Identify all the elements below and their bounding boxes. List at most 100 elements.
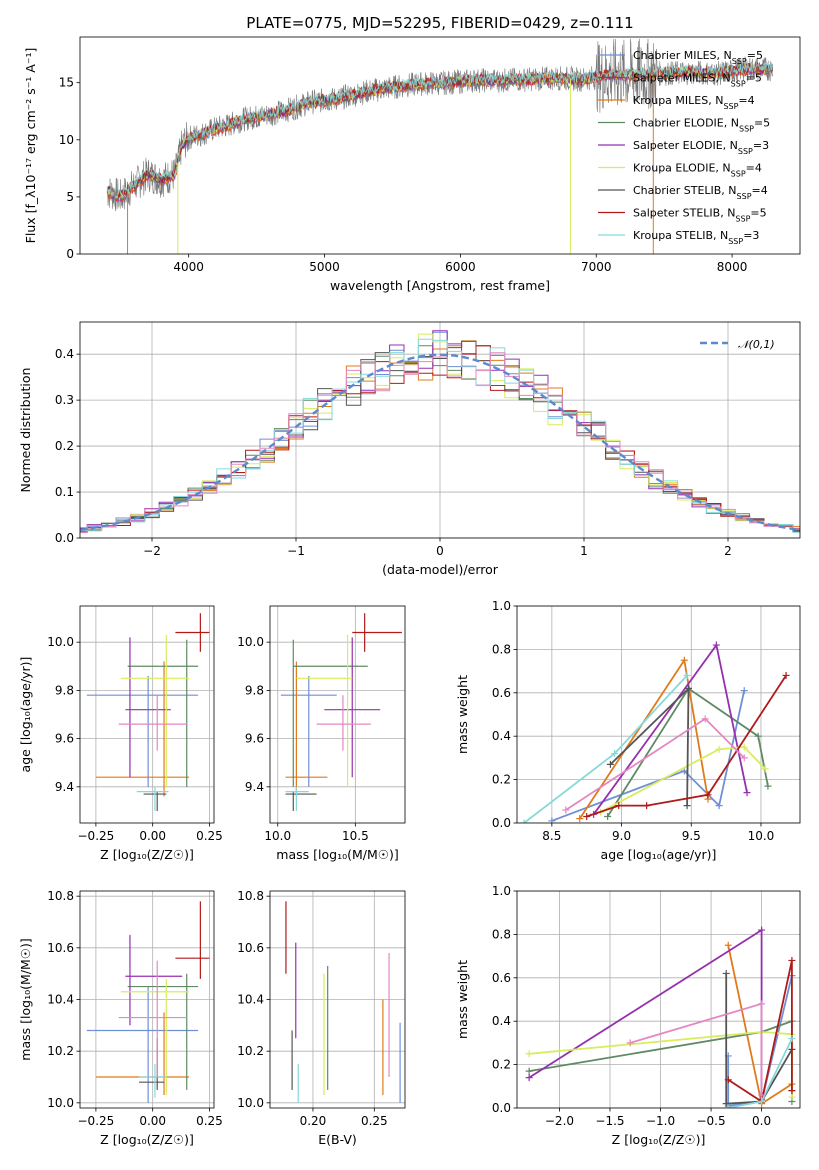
error-bar-point (118, 960, 187, 1077)
y-tick-label: 0.3 (55, 393, 74, 407)
axes-frame (269, 890, 406, 1109)
panel-age_vs_Z: −0.25 0.00 0.25 9.4 9.6 9.8 10.0 Z [log₁₀(Z/Z☉)… (18, 605, 223, 862)
error-bar-point (118, 695, 187, 751)
y-tick-label: 9.8 (245, 683, 264, 697)
error-bar-point (285, 786, 309, 811)
x-tick-label: 7000 (581, 260, 612, 274)
x-tick-label: 4000 (173, 260, 204, 274)
x-tick-label: −2 (143, 544, 161, 558)
x-tick-label: 0 (436, 544, 444, 558)
normal-distribution-curve (80, 353, 800, 532)
y-tick-label: 0.2 (55, 439, 74, 453)
x-tick-label: −0.5 (696, 1114, 725, 1128)
y-axis-label: mass weight (455, 960, 470, 1039)
weight-marker (548, 817, 556, 823)
y-tick-label: 0.8 (492, 642, 511, 656)
x-tick-label: −0.25 (78, 1114, 115, 1128)
weight-marker (722, 969, 730, 977)
x-tick-label: 8000 (717, 260, 748, 274)
weight-marker (788, 1035, 796, 1043)
axes-frame (79, 605, 215, 824)
weight-marker (788, 1093, 796, 1101)
weight-marker (740, 687, 748, 695)
x-tick-label: 0.20 (300, 1114, 327, 1128)
y-tick-label: 10.8 (47, 889, 74, 903)
y-tick-label: 0.4 (492, 1014, 511, 1028)
weight-marker (788, 956, 796, 964)
weight-marker (606, 760, 614, 768)
weight-marker (643, 802, 651, 810)
panel-weight_vs_age: 8.5 9.0 9.5 10.0 0.0 0.2 0.4 0.6 0.8 1.0 age [log₁… (455, 599, 801, 862)
y-axis-label: mass [log₁₀(M/M☉)] (18, 938, 33, 1060)
panel-residuals: −2 −1 0 1 2 0.0 0.1 0.2 0.3 0.4 (data-model)/error… (18, 321, 801, 577)
error-bar-point (127, 639, 199, 787)
y-tick-label: 9.8 (55, 683, 74, 697)
error-bar-point (86, 675, 199, 787)
error-bar-point (120, 978, 190, 1096)
x-tick-label: 0.25 (196, 1114, 223, 1128)
x-tick-label: −1.5 (595, 1114, 624, 1128)
weight-marker (562, 806, 570, 814)
legend-label: Kroupa MILES, NSSP=4 (633, 94, 755, 111)
weight-marker (758, 1000, 766, 1008)
legend-label: Chabrier MILES, NSSP=5 (633, 49, 763, 66)
x-tick-label: −1.0 (646, 1114, 675, 1128)
axes-frame (269, 605, 406, 824)
y-tick-label: 10.2 (237, 1044, 264, 1058)
weight-marker (754, 732, 762, 740)
x-axis-label: wavelength [Angstrom, rest frame] (330, 278, 550, 293)
plot-area-weight_vs_Z (517, 891, 800, 1108)
weight-marker (520, 819, 528, 823)
y-tick-label: 10.0 (47, 1096, 74, 1110)
y-tick-label: 10.6 (47, 941, 74, 955)
y-tick-label: 15 (59, 76, 74, 90)
y-tick-label: 0.6 (492, 971, 511, 985)
panel-age_vs_mass: 10.0 10.5 9.4 9.6 9.8 10.0 mass [log₁₀(M/M☉)] (237, 605, 406, 862)
weight-marker (758, 1091, 766, 1099)
y-tick-label: 9.4 (55, 780, 74, 794)
spectrum-legend: Chabrier MILES, NSSP=5 Salpeter MILES, NS… (598, 49, 770, 246)
panel-weight_vs_Z: −2.0 −1.5 −1.0 −0.5 0.0 0.0 0.2 0.4 0.6 0.8 1.0 Z [… (455, 884, 801, 1147)
weight-marker (740, 743, 748, 751)
y-tick-label: 10.0 (237, 1096, 264, 1110)
error-bar-point (285, 661, 328, 797)
error-bar-point (280, 675, 337, 787)
weight-series-line (629, 1002, 763, 1095)
weight-marker (525, 1067, 533, 1075)
x-tick-label: 5000 (309, 260, 340, 274)
y-axis-label: mass weight (455, 675, 470, 754)
y-tick-label: 10.0 (47, 635, 74, 649)
weight-marker (764, 782, 772, 790)
residual-histogram (80, 333, 800, 531)
error-bar-point (95, 661, 190, 797)
x-tick-label: 10.5 (342, 829, 369, 843)
error-bar-point (352, 613, 402, 652)
y-tick-label: 0.2 (492, 773, 511, 787)
axes-frame (79, 321, 801, 539)
weight-marker (701, 715, 709, 723)
x-axis-label: Z [log₁₀(Z/Z☉)] (100, 1132, 194, 1147)
plot-area-spectrum (106, 38, 773, 254)
axes-frame (516, 890, 801, 1109)
error-bar-point (292, 639, 368, 787)
error-bar-point (316, 695, 371, 751)
x-tick-label: −2.0 (545, 1114, 574, 1128)
weight-marker (722, 1100, 730, 1108)
weight-marker (724, 1104, 732, 1108)
axes-frame (79, 890, 215, 1109)
weight-marker (758, 926, 766, 934)
weight-marker (683, 671, 691, 679)
error-bar-point (139, 1064, 167, 1098)
y-tick-label: 10.6 (237, 941, 264, 955)
y-tick-label: 0.4 (492, 729, 511, 743)
error-bar-point (324, 637, 381, 778)
weight-marker (525, 1050, 533, 1058)
x-tick-label: 0.00 (139, 1114, 166, 1128)
weight-marker (740, 754, 748, 762)
error-bar-point (125, 934, 183, 1026)
panel-mass_vs_EBV: 0.20 0.25 10.0 10.2 10.4 10.6 10.8 E(B-V) (237, 889, 406, 1147)
weight-marker (715, 745, 723, 753)
weight-marker (782, 671, 790, 679)
plot-area-residuals (80, 322, 800, 538)
y-axis-label: age [log₁₀(age/yr)] (18, 657, 33, 773)
